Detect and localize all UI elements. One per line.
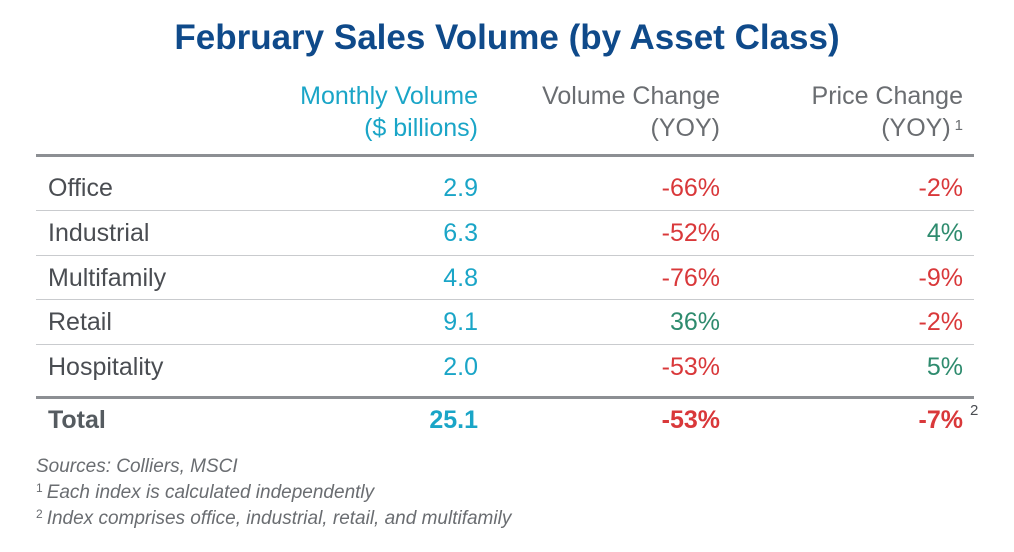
footnote-2-text: Index comprises office, industrial, reta… — [46, 508, 512, 529]
row-category: Retail — [48, 308, 112, 337]
row-price-change: 5% — [926, 353, 963, 382]
row-category: Hospitality — [48, 353, 164, 382]
table-row: Industrial 6.3 -52% 4% — [36, 211, 974, 255]
chart-title: February Sales Volume (by Asset Class) — [174, 18, 840, 57]
total-footnote-marker: 2 — [970, 402, 979, 419]
table-row: Office 2.9 -66% -2% — [36, 166, 974, 210]
row-price-change: 4% — [926, 218, 963, 247]
header-price-change-line1: Price Change — [811, 82, 963, 110]
header-monthly-volume-line2: ($ billions) — [364, 114, 478, 142]
table-row: Retail 9.1 36% -2% — [36, 300, 974, 344]
row-volume-change: -52% — [661, 218, 720, 247]
row-monthly-volume: 6.3 — [443, 218, 478, 247]
header-price-change-line2: (YOY) — [881, 114, 951, 142]
sources-note: Sources: Colliers, MSCI — [36, 456, 238, 477]
total-row: Total 25.1 -53% -7% — [36, 398, 974, 442]
row-category: Multifamily — [48, 263, 167, 292]
footnote-1-text: Each index is calculated independently — [46, 482, 375, 503]
header-volume-change: Volume Change (YOY) — [470, 80, 720, 144]
header-price-change: Price Change (YOY) 1 — [730, 80, 963, 144]
row-price-change: -2% — [918, 308, 963, 337]
row-volume-change: -66% — [661, 174, 720, 202]
header-volume-change-line1: Volume Change — [542, 82, 720, 110]
header-volume-change-line2: (YOY) — [650, 114, 720, 142]
row-divider — [36, 299, 974, 301]
footnote-1: 1 Each index is calculated independently — [36, 481, 375, 504]
footnote-2-marker: 2 — [36, 507, 43, 521]
row-monthly-volume: 4.8 — [443, 263, 478, 292]
row-volume-change: -53% — [661, 353, 720, 382]
total-label: Total — [48, 406, 106, 434]
table-row: Hospitality 2.0 -53% 5% — [36, 345, 974, 389]
row-price-change: -9% — [918, 263, 963, 292]
total-volume-change: -53% — [661, 406, 720, 434]
header-divider — [36, 154, 974, 157]
total-divider — [36, 396, 974, 399]
row-monthly-volume: 2.9 — [443, 174, 478, 202]
row-category: Office — [48, 174, 113, 202]
row-divider — [36, 344, 974, 346]
table-row: Multifamily 4.8 -76% -9% — [36, 256, 974, 300]
row-category: Industrial — [48, 218, 150, 247]
total-price-change: -7% — [918, 406, 963, 434]
header-monthly-volume-line1: Monthly Volume — [300, 82, 478, 110]
header-price-change-footnote-marker: 1 — [954, 117, 963, 134]
row-monthly-volume: 2.0 — [443, 353, 478, 382]
row-monthly-volume: 9.1 — [443, 308, 478, 337]
row-volume-change: 36% — [669, 308, 720, 337]
row-price-change: -2% — [918, 174, 963, 202]
header-monthly-volume: Monthly Volume ($ billions) — [220, 80, 478, 144]
row-volume-change: -76% — [661, 263, 720, 292]
row-divider — [36, 209, 974, 211]
footnote-2: 2 Index comprises office, industrial, ret… — [36, 507, 512, 530]
total-volume: 25.1 — [429, 406, 478, 434]
header-price-change-line2-wrap: (YOY) 1 — [730, 112, 963, 144]
row-divider — [36, 254, 974, 256]
footnote-1-marker: 1 — [36, 481, 43, 495]
